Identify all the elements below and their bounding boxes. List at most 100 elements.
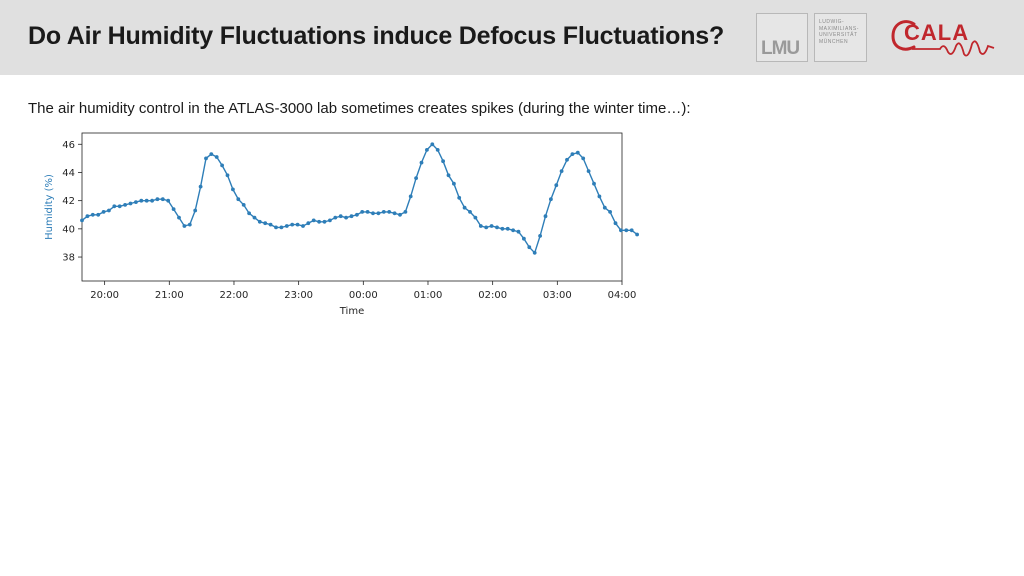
data-point — [592, 181, 596, 186]
data-point — [139, 198, 144, 203]
data-point — [301, 224, 305, 228]
data-point — [468, 210, 472, 214]
data-point — [565, 157, 569, 162]
data-point — [193, 208, 198, 213]
x-tick-label: 02:00 — [478, 290, 507, 301]
data-point — [171, 207, 176, 211]
data-point — [112, 204, 117, 209]
data-point — [500, 226, 505, 231]
data-point — [107, 208, 111, 213]
data-point — [123, 203, 127, 207]
data-point — [505, 226, 510, 231]
data-point — [403, 210, 408, 214]
data-point — [446, 173, 451, 178]
cala-logo: CALA — [891, 20, 995, 57]
data-point — [274, 225, 278, 230]
data-point — [549, 197, 553, 202]
humidity-chart: 38 40 42 44 46 20:00 21:00 22:00 23:00 00:00 01:0… — [44, 132, 639, 317]
data-point — [128, 201, 133, 206]
data-point — [80, 218, 84, 223]
data-point — [344, 215, 348, 220]
y-tick-label: 44 — [62, 168, 75, 179]
data-point — [365, 210, 370, 214]
data-point — [252, 215, 257, 220]
data-point — [96, 212, 101, 217]
cala-logo-text: CALA — [904, 20, 969, 45]
data-point — [581, 156, 586, 161]
y-tick-label: 42 — [62, 196, 75, 207]
data-point — [624, 228, 629, 233]
data-point — [425, 148, 429, 152]
data-point — [349, 214, 354, 219]
data-point — [629, 228, 634, 233]
data-point — [268, 222, 273, 227]
x-tick-label: 03:00 — [543, 290, 572, 301]
data-point — [602, 205, 607, 210]
data-point — [392, 211, 397, 216]
y-tick-label: 38 — [62, 253, 75, 264]
data-point — [435, 148, 440, 152]
data-point — [597, 194, 602, 199]
data-point — [198, 184, 203, 189]
data-point — [543, 214, 548, 219]
data-point — [117, 204, 122, 209]
data-point — [516, 229, 521, 234]
data-point — [134, 200, 138, 204]
data-point — [187, 222, 192, 227]
x-tick-label: 21:00 — [155, 290, 184, 301]
body-text: The air humidity control in the ATLAS-30… — [28, 100, 691, 117]
series-line-humidity — [81, 143, 638, 255]
y-axis-title: Humidity (%) — [44, 174, 55, 240]
x-tick-label: 20:00 — [90, 290, 119, 301]
lmu-name-logo: LUDWIG- MAXIMILIANS- UNIVERSITÄT MÜNCHEN — [814, 13, 867, 62]
data-point — [419, 160, 424, 165]
data-point — [371, 211, 375, 216]
x-tick-label: 01:00 — [414, 290, 443, 301]
data-point — [247, 211, 252, 216]
data-point — [225, 173, 230, 178]
data-point — [214, 155, 219, 159]
data-point — [381, 210, 386, 214]
data-point — [284, 224, 289, 228]
data-point — [559, 169, 564, 173]
data-point — [527, 245, 532, 250]
lmu-name-line: UNIVERSITÄT — [819, 32, 858, 38]
x-tick-label: 00:00 — [349, 290, 378, 301]
data-point — [231, 187, 235, 192]
data-point — [317, 219, 321, 224]
data-point — [101, 210, 106, 214]
lmu-name-line: MÜNCHEN — [819, 38, 849, 45]
data-point — [155, 197, 160, 202]
data-point — [338, 214, 343, 219]
data-point — [484, 225, 489, 230]
data-point — [554, 183, 559, 188]
data-point — [495, 225, 499, 230]
data-point — [236, 197, 241, 202]
data-point — [182, 224, 187, 228]
data-point — [204, 156, 208, 161]
data-point — [166, 198, 171, 203]
data-point — [263, 221, 268, 226]
data-point — [635, 232, 639, 237]
data-point — [414, 176, 418, 180]
data-point — [478, 224, 483, 228]
data-point — [160, 197, 165, 202]
slide-header: Do Air Humidity Fluctuations induce Defo… — [0, 0, 1024, 75]
data-point — [90, 212, 95, 217]
data-point — [328, 218, 332, 223]
data-points — [80, 142, 639, 255]
lmu-name-text: LUDWIG- MAXIMILIANS- UNIVERSITÄT MÜNCHEN — [819, 19, 859, 45]
data-point — [295, 222, 300, 227]
data-point — [209, 152, 214, 156]
y-axis: 38 40 42 44 46 — [62, 140, 82, 264]
x-tick-label: 04:00 — [608, 290, 637, 301]
data-point — [306, 221, 311, 226]
data-point — [462, 205, 467, 210]
data-point — [177, 215, 181, 220]
lmu-name-line: MAXIMILIANS- — [819, 25, 859, 32]
data-point — [608, 210, 612, 214]
plot-frame — [81, 132, 623, 282]
data-point — [241, 203, 246, 207]
data-point — [85, 214, 90, 219]
data-point — [150, 198, 154, 203]
